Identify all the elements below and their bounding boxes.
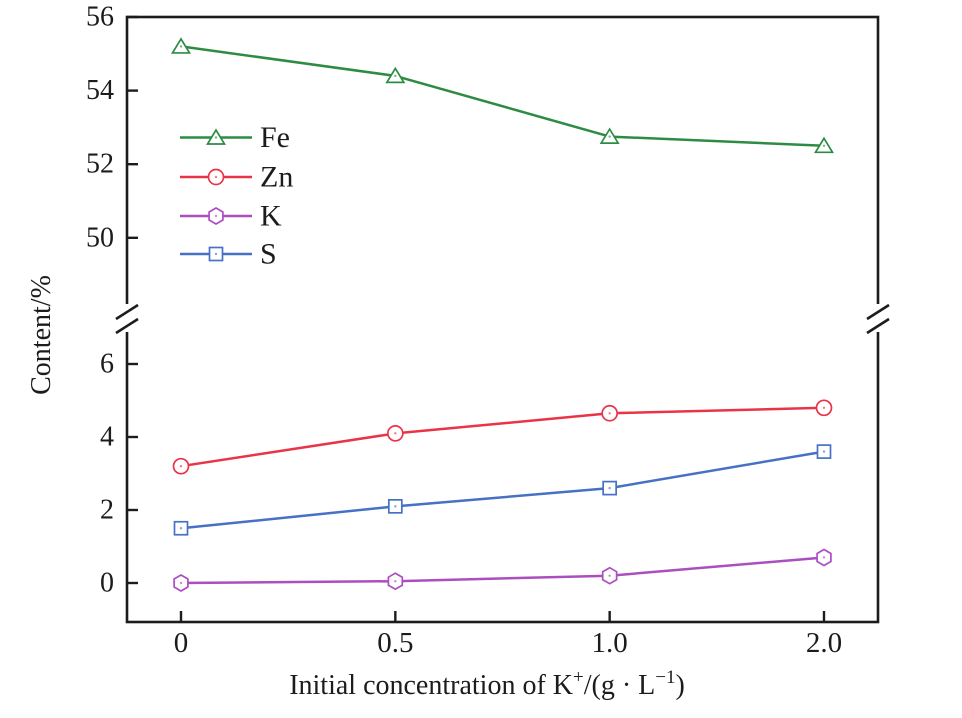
legend-marker-Fe <box>205 128 227 145</box>
series-marker-Fe-x0.5 <box>385 66 406 84</box>
legend-item-Fe: Fe <box>180 121 290 154</box>
y-tick-label-upper-52: 52 <box>86 149 114 180</box>
legend-marker-S <box>208 246 224 262</box>
y-tick-label-upper-54: 54 <box>86 75 114 106</box>
marker-center-dot <box>179 465 183 468</box>
marker-center-dot <box>179 527 183 530</box>
series-marker-K-x2.0 <box>816 548 832 567</box>
marker-center-dot <box>214 252 218 256</box>
marker-center-dot <box>214 136 218 139</box>
marker-center-dot <box>394 505 397 508</box>
x-tick-label-1.0: 1.0 <box>592 627 628 659</box>
marker-center-dot <box>394 74 397 78</box>
series-marker-K-x0 <box>173 574 189 592</box>
y-tick-label-upper-56: 56 <box>86 2 114 33</box>
x-tick-label-0.5: 0.5 <box>377 627 413 659</box>
axis-break-slash-lower-left <box>115 317 139 335</box>
series-marker-S-x0 <box>173 520 189 536</box>
series-line-S <box>180 450 825 530</box>
legend-label-S: S <box>260 238 277 271</box>
marker-center-dot <box>822 556 826 559</box>
axis-break-slash-upper-left <box>115 303 139 321</box>
legend-label-Fe: Fe <box>260 121 290 154</box>
axis-break-gap-left <box>123 304 131 332</box>
series-marker-K-x1.0 <box>601 566 618 585</box>
legend-item-K: K <box>180 200 282 233</box>
y-tick-label-upper-50: 50 <box>86 222 114 253</box>
marker-center-dot <box>179 45 183 48</box>
marker-center-dot <box>394 579 397 583</box>
y-tick-label-lower-2: 2 <box>100 495 114 526</box>
y-tick-label-lower-6: 6 <box>100 349 114 380</box>
marker-center-dot <box>822 450 826 453</box>
series-line-Fe <box>180 45 825 148</box>
y-tick-label-lower-4: 4 <box>100 422 114 453</box>
marker-center-dot <box>608 412 611 415</box>
marker-center-dot <box>214 214 218 218</box>
x-tick-label-0: 0 <box>174 627 189 659</box>
marker-center-dot <box>608 574 611 577</box>
legend-label-K: K <box>260 200 282 233</box>
series-marker-Fe-x2.0 <box>813 136 835 154</box>
marker-center-dot <box>179 581 183 585</box>
series-marker-S-x1.0 <box>602 480 618 496</box>
marker-center-dot <box>822 406 826 409</box>
series-marker-S-x2.0 <box>816 444 832 459</box>
legend-marker-K <box>208 207 224 225</box>
legend-item-S: S <box>180 238 277 271</box>
series-marker-S-x0.5 <box>387 499 403 514</box>
marker-center-dot <box>214 175 218 179</box>
series-marker-Fe-x0 <box>170 37 192 54</box>
series-marker-Fe-x1.0 <box>599 127 620 144</box>
legend-marker-Zn <box>207 168 225 186</box>
legend-label-Zn: Zn <box>260 161 293 194</box>
legend-item-Zn: Zn <box>180 161 293 194</box>
legend: Fe Zn KS <box>180 121 293 271</box>
axis-break-gap-right <box>874 304 882 332</box>
series-line-K <box>180 556 825 585</box>
marker-center-dot <box>608 486 611 490</box>
series-marker-Zn-x0 <box>172 457 190 475</box>
series-marker-Zn-x0.5 <box>386 425 404 442</box>
marker-center-dot <box>394 432 397 435</box>
plot-frame <box>125 15 880 624</box>
marker-center-dot <box>822 144 826 147</box>
series-marker-Zn-x1.0 <box>601 404 619 422</box>
marker-center-dot <box>608 135 611 138</box>
series-line-Zn <box>180 406 825 468</box>
series-marker-K-x0.5 <box>387 572 404 591</box>
series-marker-Zn-x2.0 <box>815 399 833 417</box>
x-tick-label-2.0: 2.0 <box>806 627 842 659</box>
axis-break-slash-upper-right <box>866 303 890 321</box>
axis-break-slash-lower-right <box>866 317 890 335</box>
x-axis-title: Initial concentration of K+/(g · L−1) <box>289 667 685 701</box>
y-axis-title: Content/% <box>26 275 57 395</box>
y-tick-label-lower-0: 0 <box>100 568 114 599</box>
